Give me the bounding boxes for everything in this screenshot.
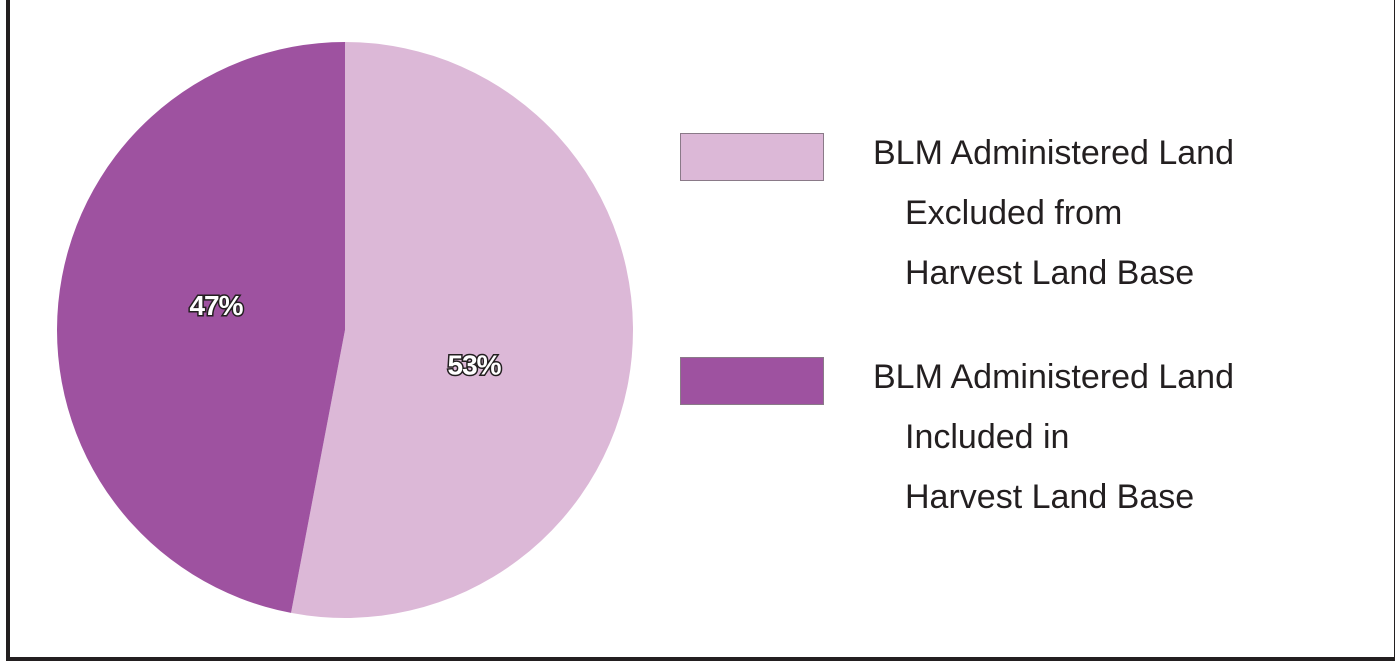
legend-swatch-included (680, 357, 824, 405)
pie-slice (291, 42, 633, 619)
legend-line: Harvest Land Base (905, 254, 1195, 292)
legend-text-excluded: BLM Administered Land Excluded from Harv… (873, 123, 1234, 303)
pie-slice-label: 47% (189, 290, 243, 321)
pie-slice-label: 53% (448, 350, 502, 381)
legend-line: Included in (905, 418, 1070, 456)
legend-line: Harvest Land Base (905, 478, 1195, 516)
pie-slice (56, 42, 345, 613)
legend-line: BLM Administered Land (873, 358, 1234, 396)
legend-swatch-excluded (680, 133, 824, 181)
legend-line: Excluded from (905, 194, 1123, 232)
legend-line: BLM Administered Land (873, 134, 1234, 172)
legend-text-included: BLM Administered Land Included in Harves… (873, 347, 1234, 527)
